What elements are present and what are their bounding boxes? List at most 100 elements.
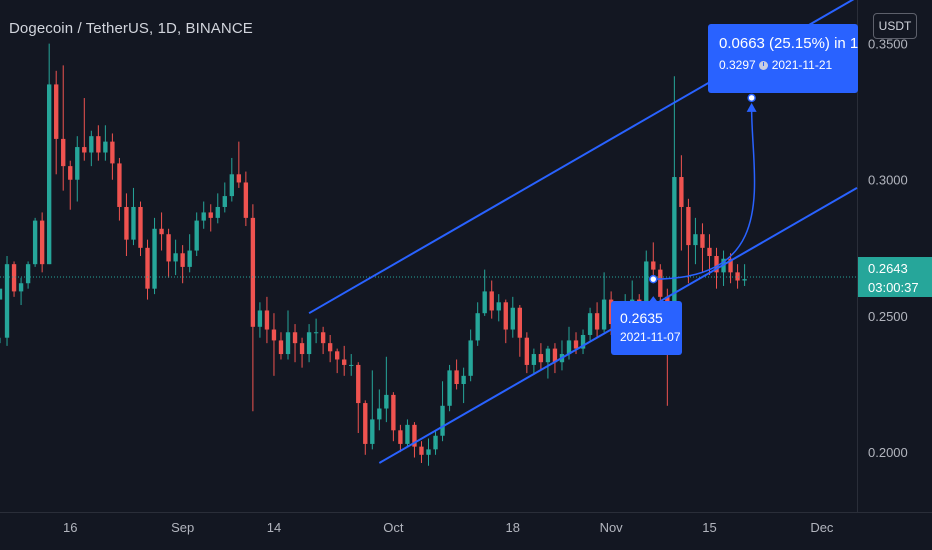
projection-label[interactable]: 0.0663 (25.15%) in 1 0.3297 2021-11-21 bbox=[708, 24, 858, 93]
candle-body bbox=[489, 291, 494, 311]
time-tick-label: Sep bbox=[171, 520, 194, 535]
candle-body bbox=[96, 136, 101, 153]
candle-body bbox=[545, 348, 551, 363]
candle-body bbox=[349, 364, 354, 366]
candle-body bbox=[370, 419, 375, 444]
price-tick-label: 0.2500 bbox=[868, 309, 908, 324]
anchor-label[interactable]: 0.2635 2021-11-07 bbox=[611, 301, 682, 355]
candle-body bbox=[658, 269, 663, 297]
candle-body bbox=[152, 228, 157, 289]
candle-body bbox=[728, 258, 733, 273]
candle-body bbox=[131, 206, 136, 240]
candle-body bbox=[419, 446, 424, 455]
candle-body bbox=[573, 340, 579, 349]
candle-body bbox=[46, 84, 52, 265]
candle-body bbox=[68, 166, 73, 180]
candle-body bbox=[461, 375, 466, 384]
candle-body bbox=[510, 307, 515, 330]
candle-body bbox=[166, 234, 171, 262]
candle-body bbox=[412, 424, 417, 447]
currency-button[interactable]: USDT bbox=[873, 13, 917, 39]
candle-body bbox=[398, 430, 403, 444]
candle-body bbox=[194, 220, 199, 251]
candle-body bbox=[299, 343, 305, 355]
candle-body bbox=[180, 253, 185, 267]
candle-body bbox=[538, 354, 544, 363]
candle-body bbox=[25, 264, 31, 284]
time-tick-label: Oct bbox=[383, 520, 404, 535]
clock-icon bbox=[758, 61, 768, 70]
candle-body bbox=[342, 359, 347, 365]
candle-body bbox=[496, 302, 501, 311]
time-tick-label: 18 bbox=[506, 520, 520, 535]
candle-body bbox=[356, 364, 361, 404]
candle-body bbox=[686, 206, 691, 246]
candle-body bbox=[693, 234, 698, 246]
candle-body bbox=[187, 250, 192, 267]
price-tick-label: 0.2000 bbox=[868, 445, 908, 460]
candle-body bbox=[257, 310, 263, 327]
candle-body bbox=[327, 343, 333, 352]
candle-body bbox=[644, 261, 649, 314]
candle-body bbox=[208, 212, 213, 218]
projection-target-row: 0.3297 2021-11-21 bbox=[719, 58, 858, 72]
candle-body bbox=[278, 340, 284, 355]
candle-body bbox=[117, 163, 122, 207]
candle-body bbox=[145, 247, 150, 289]
candle-body bbox=[447, 370, 452, 406]
candle-body bbox=[54, 84, 59, 139]
candle-body bbox=[138, 206, 143, 248]
anchor-date: 2021-11-07 bbox=[620, 330, 681, 344]
candle-body bbox=[335, 351, 340, 360]
candle-body bbox=[391, 394, 396, 431]
projection-target-date: 2021-11-21 bbox=[771, 58, 833, 72]
candle-body bbox=[39, 220, 45, 265]
candle-body bbox=[700, 234, 705, 248]
candle-body bbox=[11, 264, 17, 292]
price-tick-label: 0.3000 bbox=[868, 173, 908, 188]
candle-body bbox=[61, 138, 66, 167]
candle-body bbox=[552, 348, 558, 363]
candle-body bbox=[707, 247, 712, 256]
candle-body bbox=[271, 329, 277, 341]
candle-body bbox=[524, 337, 530, 365]
candle-body bbox=[264, 310, 270, 330]
candle-body bbox=[566, 340, 572, 355]
candle-body bbox=[714, 256, 719, 273]
candle-body bbox=[405, 424, 410, 444]
candle-body bbox=[292, 332, 298, 344]
candle-body bbox=[32, 220, 38, 265]
candle-body bbox=[313, 332, 319, 334]
candle-body bbox=[215, 206, 220, 218]
candle-body bbox=[475, 313, 480, 341]
candle-body bbox=[306, 332, 312, 355]
time-tick-label: Nov bbox=[600, 520, 624, 535]
projection-curve bbox=[653, 108, 756, 280]
candle-body bbox=[75, 147, 80, 180]
projection-arrowhead bbox=[746, 102, 757, 112]
chart-title: Dogecoin / TetherUS, 1D, BINANCE bbox=[9, 20, 253, 37]
projection-anchor-point bbox=[649, 274, 658, 284]
candle-body bbox=[124, 206, 129, 240]
candle-body bbox=[377, 408, 382, 420]
candle-body bbox=[587, 313, 593, 335]
candle-body bbox=[440, 405, 445, 436]
candle-body bbox=[672, 177, 677, 316]
candle-body bbox=[320, 332, 326, 344]
candle-body bbox=[18, 283, 24, 292]
projection-target-point bbox=[747, 93, 756, 103]
candle-body bbox=[433, 435, 438, 450]
candle-body bbox=[243, 182, 249, 218]
last-price-tag: 0.2643 03:00:37 bbox=[858, 257, 932, 297]
candle-body bbox=[159, 228, 164, 235]
candle-body bbox=[482, 291, 487, 314]
time-tick-label: Dec bbox=[810, 520, 834, 535]
candle-body bbox=[103, 141, 108, 153]
time-tick-label: 16 bbox=[63, 520, 77, 535]
candle-body bbox=[517, 307, 522, 338]
time-tick-label: 15 bbox=[702, 520, 716, 535]
candle-body bbox=[735, 272, 740, 281]
candle-body bbox=[285, 332, 291, 355]
candle-body bbox=[454, 370, 459, 384]
candle-body bbox=[363, 403, 368, 444]
